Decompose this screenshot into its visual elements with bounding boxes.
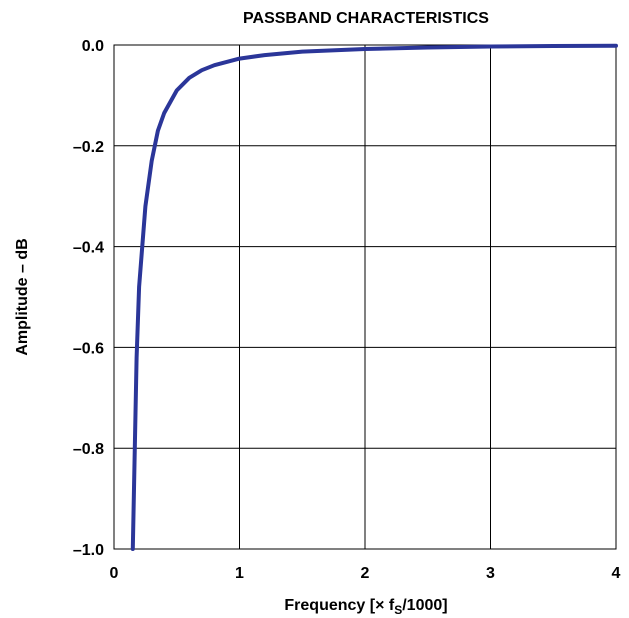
x-tick-label: 4 <box>612 565 621 582</box>
y-tick-label: –0.4 <box>73 240 104 257</box>
plot-frame <box>113 44 617 550</box>
x-tick-label: 0 <box>110 565 119 582</box>
y-tick-label: –0.8 <box>73 441 104 458</box>
y-tick-labels: 0.0 –0.2 –0.4 –0.6 –0.8 –1.0 <box>73 38 104 559</box>
series-line <box>130 43 618 551</box>
y-tick-label: –0.2 <box>73 139 104 156</box>
x-axis-label-subscript: S <box>394 603 402 617</box>
x-tick-label: 2 <box>361 565 370 582</box>
x-axis-label-main: Frequency [× f <box>284 597 394 614</box>
x-axis-label-tail: /1000] <box>402 597 447 614</box>
series-layer <box>130 43 618 551</box>
x-tick-label: 3 <box>486 565 495 582</box>
y-tick-label: –0.6 <box>73 340 104 357</box>
x-axis-label: Frequency [× fS/1000] <box>284 597 447 617</box>
x-tick-labels: 0 1 2 3 4 <box>110 565 621 582</box>
x-tick-label: 1 <box>235 565 244 582</box>
y-axis-label: Amplitude – dB <box>14 238 31 355</box>
y-tick-label: 0.0 <box>82 38 104 55</box>
grid <box>114 45 616 549</box>
chart-title: PASSBAND CHARACTERISTICS <box>243 10 489 27</box>
y-tick-label: –1.0 <box>73 542 104 559</box>
